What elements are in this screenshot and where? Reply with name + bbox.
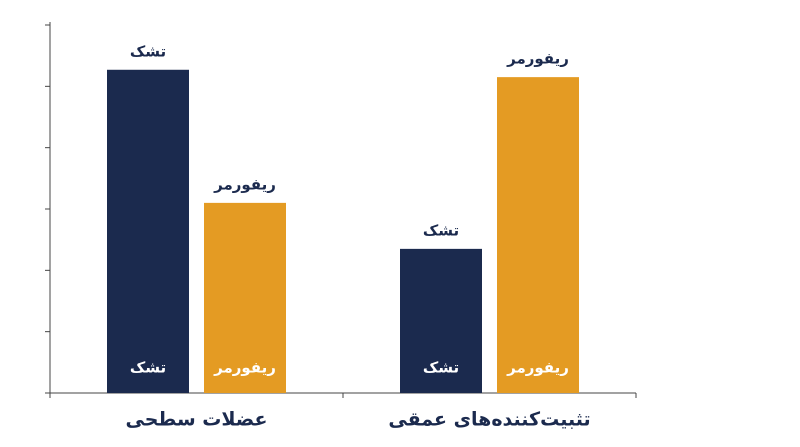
bar bbox=[204, 202, 286, 393]
bar-inner-label: تشک bbox=[130, 359, 166, 377]
bar bbox=[107, 69, 189, 394]
bar-inner-label: ریفورمر bbox=[213, 359, 276, 377]
bar bbox=[400, 248, 482, 393]
bar bbox=[497, 77, 579, 393]
bar-inner-label: ریفورمر bbox=[506, 359, 569, 377]
x-tick-label: عضلات سطحی bbox=[126, 409, 268, 431]
bar-label: ریفورمر bbox=[506, 50, 569, 68]
bar-label: تشک bbox=[423, 221, 459, 239]
bar-label: ریفورمر bbox=[213, 175, 276, 193]
x-tick-label: تثبیت‌کننده‌های عمقی bbox=[388, 409, 590, 431]
bar-label: تشک bbox=[130, 42, 166, 60]
bar-inner-label: تشک bbox=[423, 359, 459, 377]
